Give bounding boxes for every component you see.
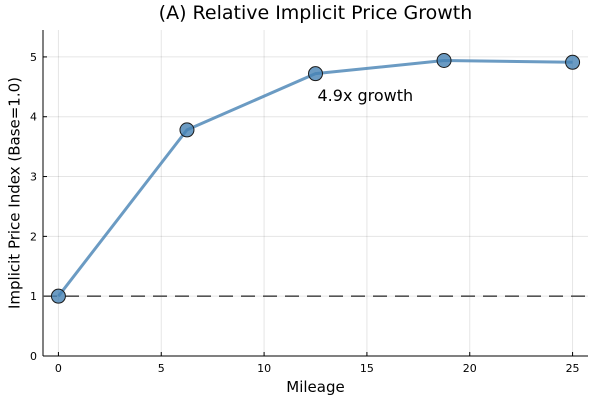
- x-tick-label: 5: [158, 362, 165, 375]
- growth-annotation: 4.9x growth: [318, 86, 414, 105]
- y-axis-label: Implicit Price Index (Base=1.0): [5, 77, 23, 309]
- x-tick-label: 25: [566, 362, 580, 375]
- y-tick-label: 5: [30, 51, 37, 64]
- x-tick-label: 15: [360, 362, 374, 375]
- x-tick-label: 20: [463, 362, 477, 375]
- y-tick-label: 0: [30, 350, 37, 363]
- series-line: [57, 59, 573, 298]
- y-tick-label: 2: [30, 230, 37, 243]
- data-point: [436, 53, 452, 69]
- axes: 0 5 10 15 20 25 0 1 2 3 4 5: [30, 30, 588, 375]
- y-tick-label: 1: [30, 290, 37, 303]
- y-tick-label: 3: [30, 171, 37, 184]
- x-tick-label: 0: [55, 362, 62, 375]
- data-point: [565, 54, 581, 70]
- labels: (A) Relative Implicit Price Growth Milea…: [5, 2, 472, 396]
- data-point: [179, 122, 195, 138]
- data-point: [308, 66, 323, 82]
- data-point: [50, 288, 66, 304]
- y-tick-label: 4: [30, 111, 37, 124]
- series-layer: [50, 53, 581, 304]
- x-axis-label: Mileage: [286, 378, 344, 396]
- chart-title: (A) Relative Implicit Price Growth: [159, 2, 473, 24]
- x-tick-label: 10: [257, 362, 271, 375]
